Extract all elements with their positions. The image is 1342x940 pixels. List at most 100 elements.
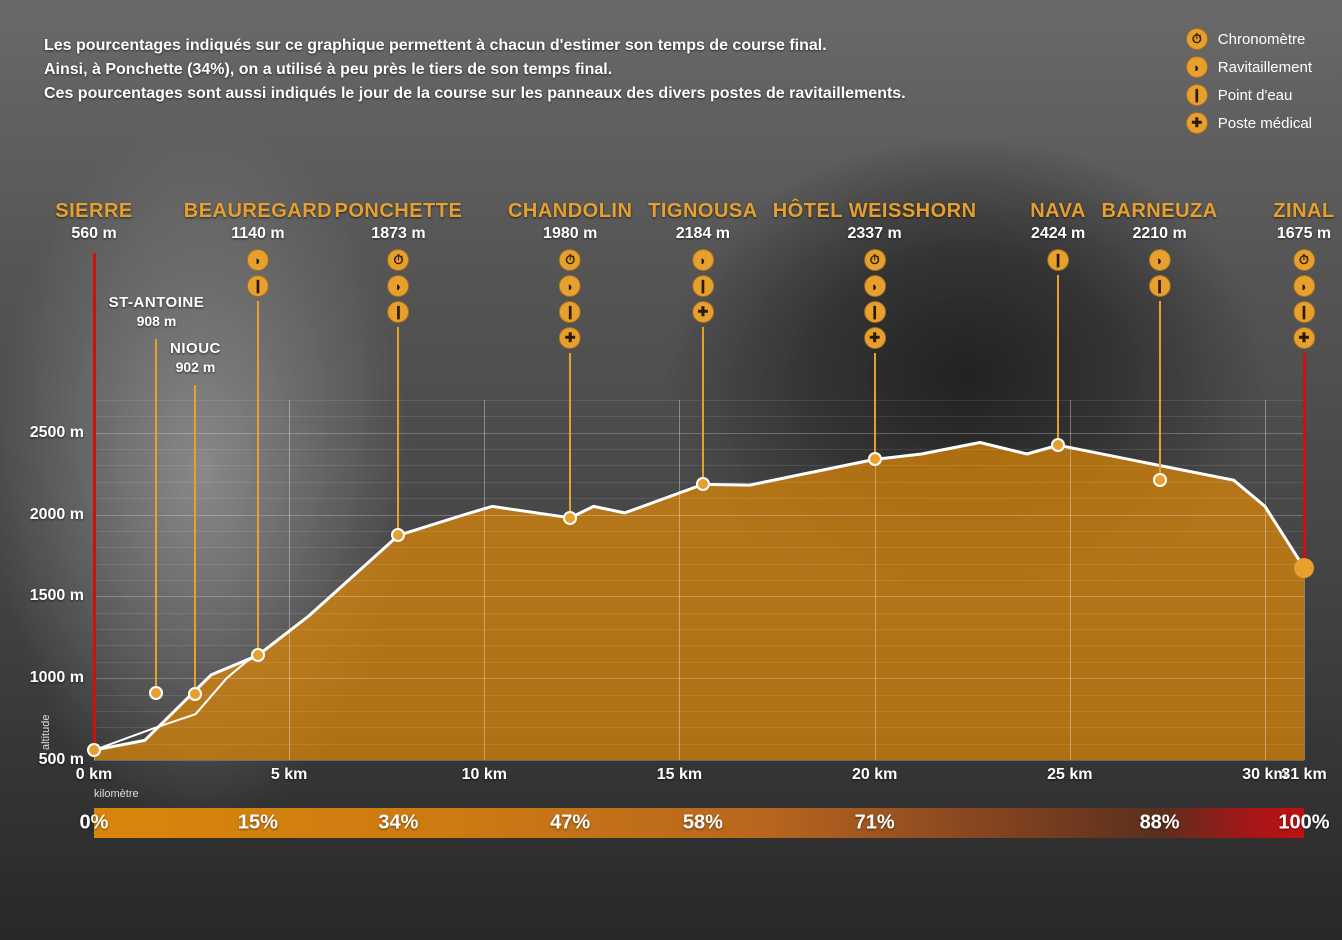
station-altitude: 1675 m (1273, 225, 1334, 243)
legend-label: Poste médical (1218, 115, 1312, 132)
station-altitude: 908 m (109, 313, 205, 329)
station-altitude: 1873 m (335, 225, 463, 243)
station-zinal: ZINAL 1675 m ⏱◗❙✚ (1273, 200, 1334, 349)
station-name: NAVA (1030, 200, 1086, 223)
medic-icon: ✚ (864, 327, 886, 349)
ravit-icon: ◗ (247, 249, 269, 271)
desc-line-3: Ces pourcentages sont aussi indiqués le … (44, 82, 906, 106)
chrono-icon: ⏱ (1186, 28, 1208, 50)
station-altitude: 902 m (170, 359, 221, 375)
gridline-h (94, 400, 1304, 401)
gridline-h (94, 433, 1304, 434)
gridline-h (94, 498, 1304, 499)
gridline-h (94, 744, 1304, 745)
station-line (702, 327, 704, 484)
station-dot (188, 687, 202, 701)
station-dot (149, 686, 163, 700)
water-icon: ❙ (692, 275, 714, 297)
gridline-v (679, 400, 680, 760)
y-tick-label: 1000 m (30, 669, 84, 687)
station-name: HÔTEL WEISSHORN (773, 200, 977, 223)
water-icon: ❙ (247, 275, 269, 297)
axis-title-kilometre: kilomètre (94, 788, 139, 800)
legend-row-medic: ✚ Poste médical (1186, 112, 1312, 134)
gridline-h (94, 613, 1304, 614)
percent-label: 47% (550, 812, 590, 835)
x-tick-label: 31 km (1281, 766, 1326, 784)
station-icons: ⏱◗❙✚ (1273, 249, 1334, 349)
station-name: CHANDOLIN (508, 200, 633, 223)
station-dot (87, 743, 101, 757)
gridline-h (94, 564, 1304, 565)
station-chandolin: CHANDOLIN 1980 m ⏱◗❙✚ (508, 200, 633, 349)
gridline-h (94, 465, 1304, 466)
medic-icon: ✚ (692, 301, 714, 323)
gridline-h (94, 711, 1304, 712)
station-icons: ⏱◗❙ (335, 249, 463, 323)
station-dot (251, 648, 265, 662)
station-name: ZINAL (1273, 200, 1334, 223)
ravit-icon: ◗ (387, 275, 409, 297)
station-line (93, 253, 96, 750)
chrono-icon: ⏱ (1293, 249, 1315, 271)
water-icon: ❙ (1149, 275, 1171, 297)
water-icon: ❙ (1293, 301, 1315, 323)
station-altitude: 2424 m (1030, 225, 1086, 243)
water-icon: ❙ (1047, 249, 1069, 271)
gridline-h (94, 760, 1304, 761)
x-tick-label: 5 km (271, 766, 307, 784)
chrono-icon: ⏱ (559, 249, 581, 271)
station-altitude: 2337 m (773, 225, 977, 243)
station-name: SIERRE (55, 200, 132, 223)
y-tick-label: 2000 m (30, 506, 84, 524)
station-altitude: 1140 m (184, 225, 332, 243)
medic-icon: ✚ (559, 327, 581, 349)
station-line (257, 301, 259, 655)
gridline-h (94, 515, 1304, 516)
station-beauregard: BEAUREGARD 1140 m ◗ ❙ (184, 200, 332, 297)
gridline-h (94, 645, 1304, 646)
desc-line-2: Ainsi, à Ponchette (34%), on a utilisé à… (44, 58, 906, 82)
x-tick-label: 10 km (462, 766, 507, 784)
ravit-icon: ◗ (1293, 275, 1315, 297)
station-line (1057, 275, 1059, 445)
medic-icon: ✚ (1186, 112, 1208, 134)
station-st-antoine: ST-ANTOINE 908 m (109, 294, 205, 335)
gridline-h (94, 727, 1304, 728)
percent-label: 34% (378, 812, 418, 835)
station-barneuza: BARNEUZA 2210 m ◗❙ (1101, 200, 1217, 297)
water-icon: ❙ (559, 301, 581, 323)
station-icons: ◗❙ (1101, 249, 1217, 297)
station-line (569, 353, 571, 518)
station-line (397, 327, 399, 535)
station-dot (1153, 473, 1167, 487)
station-dot (868, 452, 882, 466)
gridline-h (94, 596, 1304, 597)
percent-label: 58% (683, 812, 723, 835)
station-line (1159, 301, 1161, 480)
chrono-icon: ⏱ (864, 249, 886, 271)
ravit-icon: ◗ (1186, 56, 1208, 78)
station-icons: ⏱◗❙✚ (773, 249, 977, 349)
percent-label: 88% (1140, 812, 1180, 835)
water-icon: ❙ (864, 301, 886, 323)
station-line (155, 339, 157, 693)
elevation-chart: altitude kilomètre 500 m1000 m1500 m2000… (44, 200, 1314, 900)
station-altitude: 2184 m (648, 225, 758, 243)
gridline-h (94, 678, 1304, 679)
gridline-v (1265, 400, 1266, 760)
station-name: PONCHETTE (335, 200, 463, 223)
legend-row-ravit: ◗Ravitaillement (1186, 56, 1312, 78)
station-line (194, 385, 196, 694)
x-tick-label: 25 km (1047, 766, 1092, 784)
y-tick-label: 1500 m (30, 587, 84, 605)
legend-label: Point d'eau (1218, 87, 1293, 104)
station-name: TIGNOUSA (648, 200, 758, 223)
station-dot (391, 528, 405, 542)
gridline-h (94, 695, 1304, 696)
gridline-h (94, 629, 1304, 630)
station-name: BEAUREGARD (184, 200, 332, 223)
station-dot (1051, 438, 1065, 452)
station-altitude: 1980 m (508, 225, 633, 243)
gridline-h (94, 580, 1304, 581)
